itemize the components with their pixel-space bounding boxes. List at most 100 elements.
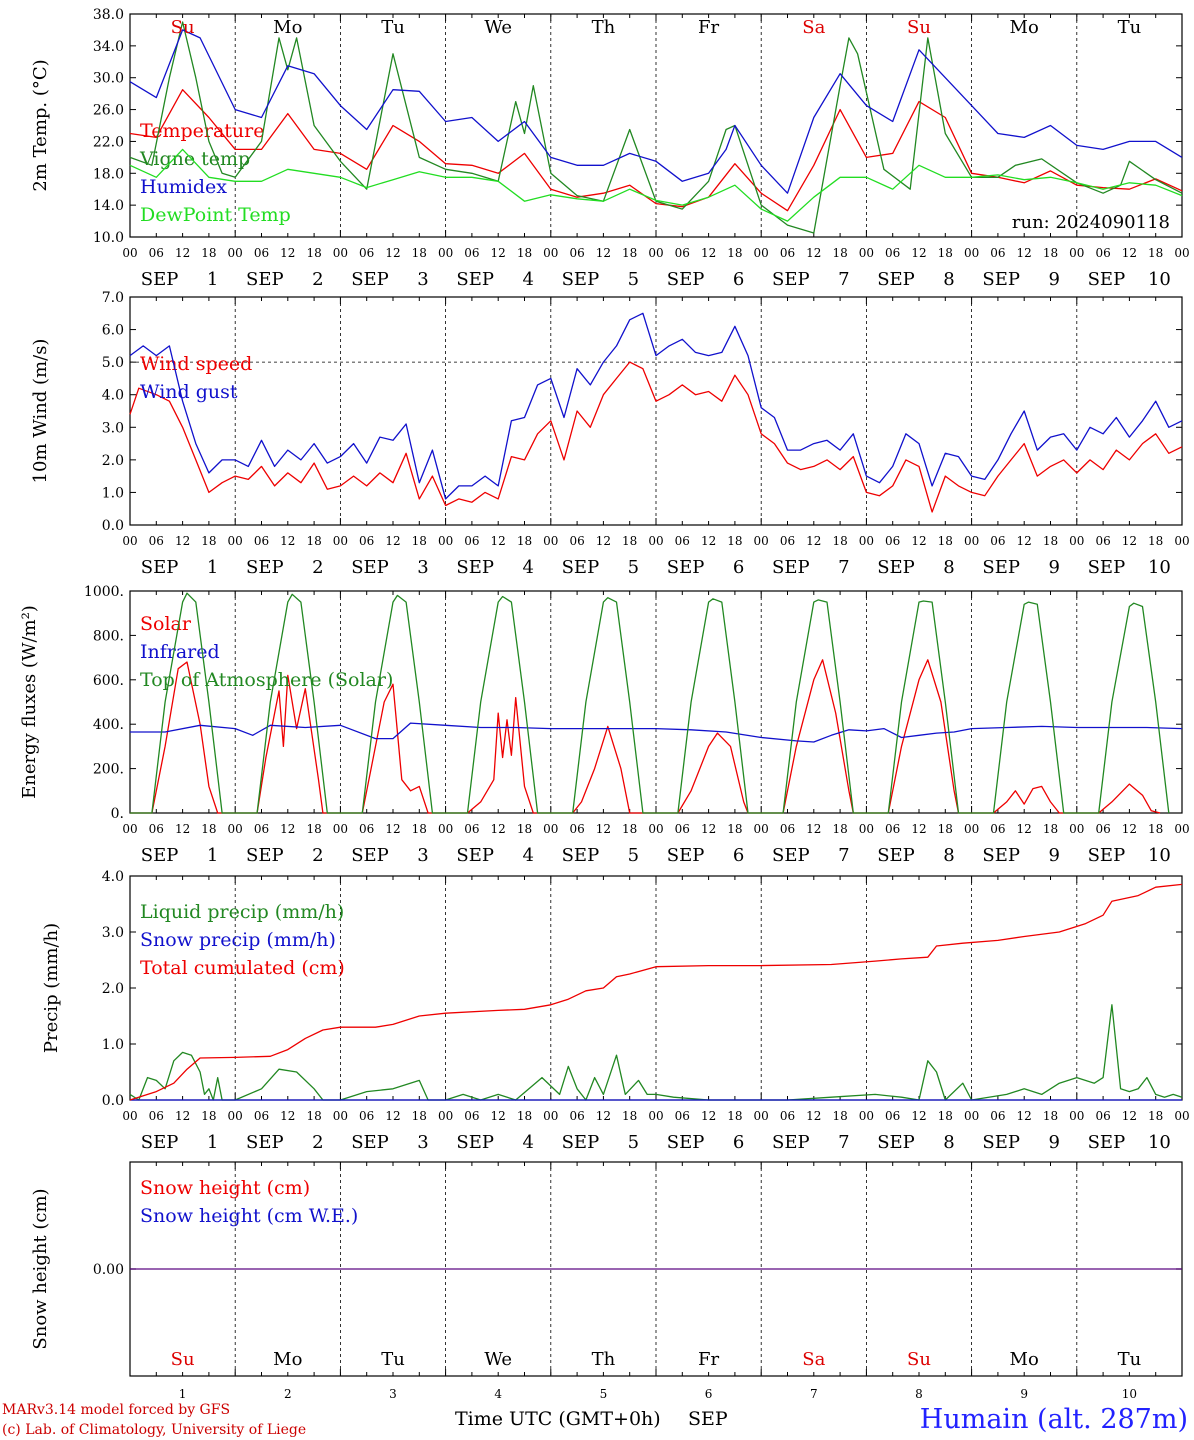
hour-label: 00 — [964, 1109, 979, 1123]
hour-label: 18 — [727, 1109, 742, 1123]
y-tick-label: 4.0 — [102, 869, 124, 885]
hour-label: 18 — [938, 1109, 953, 1123]
date-label: 3 — [417, 1132, 428, 1153]
hour-label: 18 — [306, 246, 321, 260]
y-tick-label: 18.0 — [93, 166, 124, 182]
day-label: Su — [907, 17, 931, 38]
hour-label: 12 — [806, 822, 821, 836]
month-label: SEP — [351, 557, 389, 578]
hour-label: 00 — [648, 246, 663, 260]
hour-label: 06 — [990, 246, 1005, 260]
hour-label: 18 — [306, 534, 321, 548]
hour-label: 18 — [832, 1109, 847, 1123]
month-label: SEP — [772, 1132, 810, 1153]
hour-label: 12 — [701, 822, 716, 836]
date-label: 4 — [522, 845, 533, 866]
month-label: SEP — [562, 557, 600, 578]
hour-label: 12 — [175, 1109, 190, 1123]
day-number: 8 — [915, 1387, 923, 1401]
hour-label: 12 — [596, 534, 611, 548]
month-label: SEP — [456, 557, 494, 578]
legend-entry: Snow height (cm) — [140, 1177, 310, 1199]
station-name: Humain (alt. 287m) — [920, 1404, 1188, 1435]
month-label: SEP — [246, 1132, 284, 1153]
day-label: Tu — [1118, 17, 1142, 38]
legend-entry: Wind gust — [140, 381, 238, 403]
hour-label: 12 — [1017, 246, 1032, 260]
month-label: SEP — [141, 557, 179, 578]
date-label: 2 — [312, 1132, 323, 1153]
series-line — [129, 148, 1183, 222]
hour-label: 18 — [517, 534, 532, 548]
legend-entry: Snow height (cm W.E.) — [140, 1205, 358, 1227]
legend-entry: Top of Atmosphere (Solar) — [140, 669, 393, 691]
month-label: SEP — [772, 557, 810, 578]
date-label: 5 — [628, 845, 639, 866]
day-label: Sa — [802, 17, 825, 38]
date-label: 10 — [1148, 1132, 1171, 1153]
hour-label: 18 — [622, 822, 637, 836]
hour-label: 12 — [385, 534, 400, 548]
hour-label: 06 — [359, 822, 374, 836]
hour-label: 18 — [832, 534, 847, 548]
month-label: SEP — [877, 845, 915, 866]
date-label: 1 — [207, 845, 218, 866]
y-tick-label: 6.0 — [102, 323, 124, 339]
hour-label: 18 — [412, 246, 427, 260]
hour-label: 00 — [964, 246, 979, 260]
date-label: 7 — [838, 557, 849, 578]
hour-label: 00 — [122, 534, 137, 548]
hour-label: 06 — [254, 822, 269, 836]
day-label: Su — [171, 1349, 195, 1370]
month-label: SEP — [141, 269, 179, 290]
day-label: Fr — [698, 1349, 719, 1370]
hour-label: 18 — [201, 246, 216, 260]
date-label: 7 — [838, 269, 849, 290]
hour-label: 12 — [280, 1109, 295, 1123]
day-number: 10 — [1122, 1387, 1137, 1401]
hour-label: 06 — [149, 246, 164, 260]
hour-label: 00 — [438, 1109, 453, 1123]
hour-label: 18 — [622, 1109, 637, 1123]
hour-label: 00 — [438, 822, 453, 836]
hour-label: 00 — [859, 1109, 874, 1123]
date-label: 6 — [733, 845, 744, 866]
hour-label: 00 — [228, 1109, 243, 1123]
series-line — [130, 659, 1161, 814]
copyright-credit: (c) Lab. of Climatology, University of L… — [2, 1422, 306, 1438]
hour-label: 00 — [1069, 822, 1084, 836]
date-label: 2 — [312, 269, 323, 290]
hour-label: 18 — [517, 246, 532, 260]
date-label: 8 — [943, 845, 954, 866]
hour-label: 12 — [175, 246, 190, 260]
hour-label: 06 — [885, 246, 900, 260]
hour-label: 00 — [754, 1109, 769, 1123]
hour-label: 12 — [280, 822, 295, 836]
date-label: 1 — [207, 269, 218, 290]
y-axis-label: Energy fluxes (W/m²) — [19, 605, 40, 799]
day-number: 7 — [810, 1387, 818, 1401]
hour-label: 18 — [306, 822, 321, 836]
hour-label: 18 — [517, 822, 532, 836]
hour-label: 06 — [1095, 534, 1110, 548]
day-label: Fr — [698, 17, 719, 38]
date-label: 2 — [312, 845, 323, 866]
month-label: SEP — [1088, 845, 1126, 866]
x-axis-title: Time UTC (GMT+0h) — [455, 1408, 661, 1430]
legend-entry: Wind speed — [140, 353, 252, 375]
hour-label: 12 — [701, 1109, 716, 1123]
hour-label: 00 — [122, 246, 137, 260]
date-label: 9 — [1048, 845, 1059, 866]
hour-label: 06 — [675, 534, 690, 548]
y-axis-label: 2m Temp. (°C) — [30, 59, 51, 191]
hour-label: 06 — [990, 534, 1005, 548]
date-label: 1 — [207, 1132, 218, 1153]
hour-label: 00 — [333, 534, 348, 548]
month-label: SEP — [982, 269, 1020, 290]
date-label: 9 — [1048, 557, 1059, 578]
month-label: SEP — [1088, 269, 1126, 290]
series-line — [129, 21, 1183, 234]
hour-label: 06 — [885, 822, 900, 836]
hour-label: 12 — [491, 246, 506, 260]
hour-label: 00 — [543, 822, 558, 836]
